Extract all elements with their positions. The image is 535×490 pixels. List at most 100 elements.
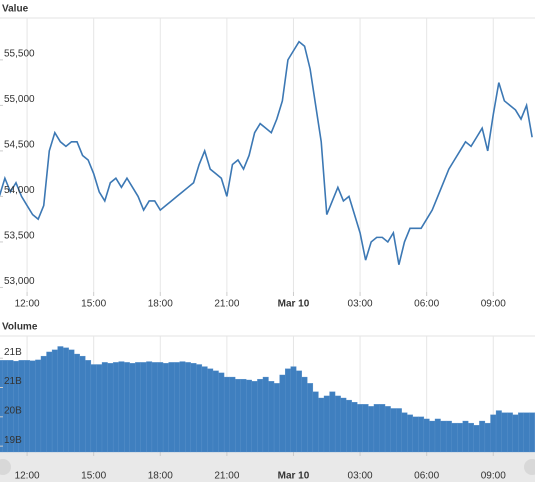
x-tick-label: 06:00	[414, 299, 439, 310]
price-line	[0, 40, 533, 265]
volume-bar	[51, 349, 58, 453]
volume-bar	[384, 406, 391, 453]
volume-bar	[529, 412, 535, 453]
x-tick-label: 15:00	[81, 471, 106, 482]
volume-bar	[235, 378, 241, 453]
volume-bar	[423, 418, 430, 453]
volume-bar	[429, 420, 436, 453]
volume-bar	[112, 362, 119, 453]
panel-title: Value	[2, 4, 29, 15]
volume-bar	[473, 425, 480, 453]
x-tick-label: Mar 10	[278, 299, 310, 310]
volume-bar	[246, 379, 252, 453]
volume-bar	[479, 420, 486, 453]
y-tick-label: 53,000	[4, 276, 35, 287]
volume-bar	[412, 416, 419, 453]
volume-bar	[257, 378, 264, 453]
volume-bar	[90, 364, 97, 453]
volume-bar	[24, 360, 31, 453]
volume-bar	[279, 374, 286, 453]
volume-bar	[124, 362, 130, 453]
x-tick-label: 12:00	[15, 471, 40, 482]
volume-bar	[129, 363, 136, 453]
volume-bar	[512, 414, 519, 453]
x-tick-label: 21:00	[214, 471, 239, 482]
volume-bar	[506, 412, 513, 453]
volume-bar	[162, 363, 169, 453]
volume-bar	[457, 422, 463, 453]
volume-bar	[307, 383, 314, 453]
volume-bar	[323, 395, 330, 453]
volume-bar	[301, 376, 308, 453]
volume-bar	[501, 412, 508, 453]
y-tick-label: 55,000	[4, 94, 35, 105]
volume-bar	[329, 391, 336, 453]
volume-bar	[484, 422, 491, 453]
volume-bar	[518, 412, 524, 453]
volume-bar	[368, 406, 375, 453]
volume-bar	[157, 362, 164, 453]
volume-bar	[523, 412, 530, 453]
volume-bar	[407, 414, 413, 453]
scroll-left[interactable]	[0, 459, 11, 475]
y-tick-label: 19B	[4, 435, 22, 446]
volume-bar	[196, 364, 203, 453]
x-tick-label: 06:00	[414, 471, 439, 482]
volume-bar	[107, 363, 114, 453]
volume-bar	[268, 381, 275, 453]
volume-bar	[135, 362, 142, 453]
volume-bar	[174, 362, 180, 453]
x-tick-label: 03:00	[348, 299, 373, 310]
volume-bar	[451, 422, 458, 453]
volume-bar	[29, 360, 36, 453]
volume-bar	[434, 418, 441, 453]
volume-bar	[40, 355, 47, 453]
volume-bar	[229, 376, 236, 453]
x-tick-label: 18:00	[148, 471, 173, 482]
volume-bar	[340, 397, 347, 453]
volume-bar	[0, 360, 3, 453]
volume-bar	[118, 361, 125, 453]
y-tick-label: 20B	[4, 405, 22, 416]
volume-bar	[223, 376, 230, 453]
volume-bar	[212, 370, 219, 453]
volume-bar	[179, 361, 186, 453]
y-tick-label: 55,500	[4, 49, 35, 60]
x-tick-label: 21:00	[214, 299, 239, 310]
y-tick-label: 21B	[4, 376, 22, 387]
volume-bar	[362, 404, 369, 453]
volume-bar	[273, 383, 280, 453]
y-tick-label: 53,500	[4, 231, 35, 242]
volume-bar	[284, 368, 291, 453]
volume-bar	[357, 404, 363, 453]
x-tick-label: 18:00	[148, 299, 173, 310]
volume-bar	[251, 381, 258, 453]
volume-bar	[151, 362, 158, 453]
volume-bar	[462, 420, 469, 453]
volume-bar	[334, 395, 341, 453]
volume-bar	[218, 372, 225, 453]
y-tick-label: 54,500	[4, 140, 35, 151]
volume-bar	[74, 353, 80, 453]
volume-bar	[468, 422, 474, 453]
volume-bar	[85, 360, 92, 453]
volume-bar	[401, 412, 408, 453]
scroll-right[interactable]	[524, 459, 535, 475]
volume-bar	[101, 362, 108, 453]
volume-bar	[495, 410, 502, 453]
volume-bar	[296, 370, 302, 453]
volume-bar	[379, 404, 386, 453]
volume-bar	[290, 366, 297, 453]
panel-title: Volume	[2, 322, 38, 333]
volume-bar	[63, 347, 69, 453]
volume-bar	[190, 363, 197, 453]
x-tick-label: 12:00	[15, 299, 40, 310]
volume-bar	[418, 416, 425, 453]
volume-bar	[240, 378, 247, 453]
volume-bar	[35, 359, 42, 453]
volume-bar	[201, 366, 208, 453]
x-tick-label: 15:00	[81, 299, 106, 310]
volume-bar	[68, 349, 75, 453]
